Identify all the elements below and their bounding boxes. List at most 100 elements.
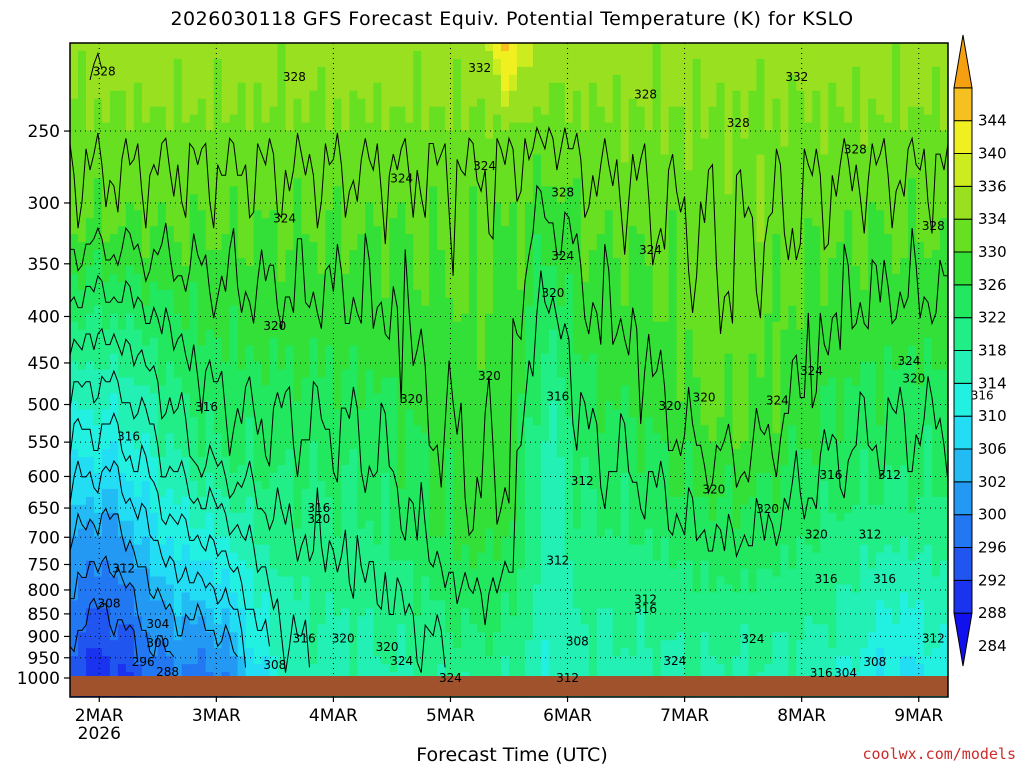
contour-label: 328 — [634, 88, 657, 102]
contour-label: 320 — [307, 512, 330, 526]
y-tick-label: 950 — [28, 649, 60, 669]
contour-label: 316 — [810, 666, 833, 680]
colorbar-label: 288 — [978, 604, 1007, 622]
x-tick-label: 5MAR — [426, 706, 475, 726]
contour-label: 312 — [556, 671, 579, 685]
contour-label: 312 — [859, 527, 882, 541]
contour-label: 332 — [785, 70, 808, 84]
contour-label: 324 — [390, 172, 413, 186]
y-tick-label: 1000 — [17, 669, 60, 689]
colorbar-label: 336 — [978, 177, 1007, 195]
contour-label: 320 — [902, 371, 925, 385]
colorbar-segment — [953, 415, 973, 450]
contour-label: 328 — [283, 70, 306, 84]
contour-label: 320 — [376, 640, 399, 654]
colorbar: 284 288 292 296 300 302 306 310 314 318 322 326 330 3… — [953, 34, 1007, 667]
contour-label: 324 — [551, 249, 574, 263]
y-tick-label: 400 — [28, 307, 60, 327]
colorbar-label: 302 — [978, 473, 1007, 491]
x-axis-label: Forecast Time (UTC) — [416, 744, 608, 766]
y-tick-label: 850 — [28, 605, 60, 625]
colorbar-segment — [953, 448, 973, 483]
contour-label: 320 — [478, 369, 501, 383]
contour-label: 316 — [971, 389, 994, 403]
contour-label: 296 — [132, 655, 155, 669]
colorbar-label: 314 — [978, 374, 1007, 392]
contour-label: 288 — [156, 665, 179, 679]
x-tick-sublabel: 2026 — [78, 724, 121, 744]
contour-label: 308 — [863, 655, 886, 669]
colorbar-segment — [953, 579, 973, 614]
contour-label: 328 — [844, 143, 867, 157]
contour-label: 320 — [541, 286, 564, 300]
contour-label: 320 — [702, 482, 725, 496]
contour-label: 312 — [878, 468, 901, 482]
contour-label: 308 — [263, 658, 286, 672]
y-tick-label: 900 — [28, 627, 60, 647]
contour-label: 320 — [400, 392, 423, 406]
contour-label: 316 — [634, 602, 657, 616]
colorbar-segment — [953, 612, 973, 667]
colorbar-label: 300 — [978, 506, 1007, 524]
colorbar-label: 318 — [978, 342, 1007, 360]
terrain-surface — [70, 676, 948, 696]
colorbar-segment — [953, 87, 973, 122]
contour-label: 312 — [112, 562, 135, 576]
colorbar-segment — [953, 514, 973, 549]
contour-label: 328 — [551, 185, 574, 199]
contour-label: 316 — [293, 632, 316, 646]
gridlines — [70, 43, 948, 676]
contour-label: 316 — [815, 572, 838, 586]
colorbar-segment — [953, 481, 973, 516]
colorbar-label: 310 — [978, 407, 1007, 425]
contour-label: 324 — [663, 654, 686, 668]
contour-label: 324 — [473, 159, 496, 173]
contour-label: 332 — [468, 61, 491, 75]
contour-label: 308 — [98, 597, 121, 611]
contour-label: 324 — [898, 354, 921, 368]
contour-label: 324 — [800, 364, 823, 378]
contour-label: 328 — [93, 65, 116, 79]
colorbar-label: 344 — [978, 112, 1007, 130]
y-tick-label: 250 — [28, 122, 60, 142]
y-axis: 2503003504004505005506006507007508008509… — [17, 122, 70, 689]
contour-label: 316 — [195, 400, 218, 414]
x-tick-label: 9MAR — [894, 706, 943, 726]
colorbar-segment — [953, 34, 973, 89]
contour-label-layer: 328 328 332 332 328 328 328 324 324 328 324 328 324 3… — [93, 61, 994, 685]
colorbar-segment — [953, 218, 973, 253]
colorbar-segment — [953, 382, 973, 417]
x-tick-label: 6MAR — [543, 706, 592, 726]
colorbar-label: 296 — [978, 539, 1007, 557]
plot-frame — [69, 42, 949, 698]
contour-label: 320 — [805, 527, 828, 541]
y-tick-label: 350 — [28, 255, 60, 275]
contour-label: 320 — [332, 632, 355, 646]
contour-label: 324 — [273, 211, 296, 225]
colorbar-segment — [953, 350, 973, 384]
contour-label: 316 — [546, 390, 569, 404]
contour-label: 328 — [922, 219, 945, 233]
contour-label: 316 — [117, 429, 140, 443]
contour-label: 304 — [834, 666, 857, 680]
y-tick-label: 650 — [28, 499, 60, 519]
contour-label: 308 — [566, 635, 589, 649]
contour-label: 312 — [634, 593, 657, 607]
contour-label: 320 — [693, 390, 716, 404]
contour-label: 324 — [766, 394, 789, 408]
x-tick-label: 4MAR — [309, 706, 358, 726]
contour-label: 304 — [146, 617, 169, 631]
contour-label: 328 — [727, 116, 750, 130]
credit-link[interactable]: coolwx.com/models — [862, 745, 1016, 763]
colorbar-segment — [953, 317, 973, 351]
colorbar-label: 284 — [978, 637, 1007, 655]
colorbar-label: 292 — [978, 571, 1007, 589]
x-tick-label: 8MAR — [777, 706, 826, 726]
contour-label: 312 — [571, 474, 594, 488]
contour-lines — [70, 51, 948, 673]
y-tick-label: 800 — [28, 581, 60, 601]
contour-label: 316 — [307, 501, 330, 515]
contour-label: 320 — [756, 502, 779, 516]
